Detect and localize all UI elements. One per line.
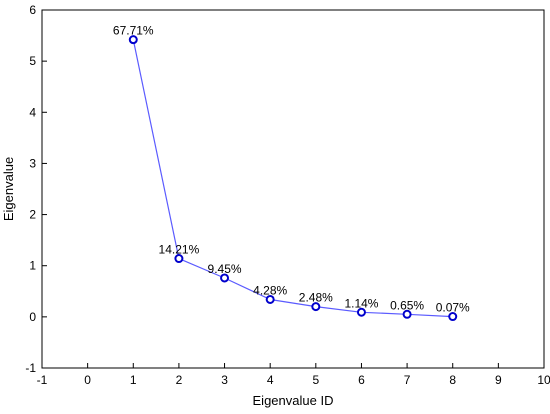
- x-axis: -1 0 1 2 3 4 5 6 7 8 9 10: [37, 363, 550, 387]
- y-tick-label: 5: [29, 54, 36, 68]
- series-group: 67.71% 14.21% 9.45% 4.28% 2.48% 1.14% 0.65% 0.0…: [113, 24, 470, 322]
- y-axis: -1 0 1 2 3 4 5 6: [25, 3, 47, 375]
- plot-frame: [41, 9, 545, 369]
- y-tick-label: 1: [29, 259, 36, 273]
- y-tick-label: 0: [29, 310, 36, 324]
- y-tick-label: -1: [25, 361, 36, 375]
- x-tick-label: 9: [495, 373, 502, 387]
- x-tick-label: 10: [537, 373, 550, 387]
- data-label: 67.71%: [113, 24, 154, 38]
- data-label: 9.45%: [208, 262, 242, 276]
- data-label: 14.21%: [159, 243, 200, 257]
- data-point: [174, 254, 184, 264]
- data-point: [402, 309, 412, 319]
- data-label: 4.28%: [253, 283, 287, 297]
- x-axis-title: Eigenvalue ID: [253, 393, 334, 408]
- x-tick-label: 5: [312, 373, 319, 387]
- x-tick-label: 1: [130, 373, 137, 387]
- data-point: [265, 294, 275, 304]
- data-point: [448, 312, 458, 322]
- data-point: [356, 307, 366, 317]
- y-axis-title: Eigenvalue: [1, 157, 16, 221]
- data-point: [220, 273, 230, 283]
- data-label: 2.48%: [299, 291, 333, 305]
- data-point: [128, 35, 138, 45]
- x-tick-label: 2: [176, 373, 183, 387]
- data-point: [311, 302, 321, 312]
- x-tick-label: 8: [449, 373, 456, 387]
- series-line: [132, 39, 453, 318]
- y-tick-label: 3: [29, 156, 36, 170]
- x-tick-label: 6: [358, 373, 365, 387]
- y-tick-label: 2: [29, 208, 36, 222]
- x-tick-label: 4: [267, 373, 274, 387]
- x-tick-label: 0: [84, 373, 91, 387]
- x-tick-label: -1: [37, 373, 48, 387]
- data-label: 0.07%: [436, 301, 470, 315]
- x-tick-label: 7: [404, 373, 411, 387]
- y-tick-label: 4: [29, 105, 36, 119]
- data-label: 0.65%: [390, 298, 424, 312]
- x-tick-label: 3: [221, 373, 228, 387]
- y-tick-label: 6: [29, 3, 36, 17]
- data-label: 1.14%: [344, 296, 378, 310]
